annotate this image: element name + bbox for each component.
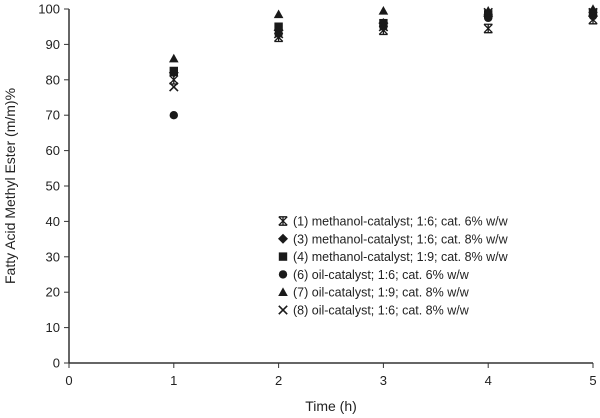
y-tick-label: 0 (53, 356, 60, 371)
legend-marker-diamond (278, 233, 288, 244)
data-point-square (274, 22, 283, 31)
y-tick-label: 100 (38, 2, 60, 17)
x-tick-label: 3 (380, 373, 387, 388)
data-point-triangle (378, 5, 389, 15)
legend-marker-triangle (278, 287, 288, 297)
x-axis-title: Time (h) (305, 398, 357, 414)
data-point-triangle (169, 53, 179, 63)
chart-ticks: 0 10 20 30 40 50 60 70 80 90 100 0 1 2 3 4 5 (38, 2, 596, 389)
y-tick-label: 10 (46, 320, 60, 335)
legend-label: (1) methanol-catalyst; 1:6; cat. 6% w/w (293, 215, 509, 229)
legend-label: (3) methanol-catalyst; 1:6; cat. 8% w/w (293, 232, 509, 246)
legend-label: (7) oil-catalyst; 1:9; cat. 8% w/w (293, 286, 470, 300)
x-tick-label: 5 (589, 373, 596, 388)
y-tick-label: 20 (46, 285, 60, 300)
x-tick-label: 0 (65, 373, 72, 388)
x-tick-label: 2 (275, 373, 282, 388)
legend-marker-asterisk (278, 216, 288, 226)
x-tick-label: 1 (170, 373, 177, 388)
y-tick-label: 30 (46, 249, 60, 264)
y-tick-label: 90 (46, 37, 60, 52)
data-point-asterisk (483, 23, 493, 34)
data-point-triangle (483, 5, 493, 15)
y-tick-label: 40 (46, 214, 60, 229)
data-point-x (483, 7, 493, 18)
data-point-x (378, 21, 389, 32)
legend-marker-circle (278, 270, 288, 279)
legend-marker-x (278, 305, 288, 315)
x-tick-label: 4 (485, 373, 492, 388)
data-point-x (169, 82, 179, 92)
legend-label: (8) oil-catalyst; 1:6; cat. 8% w/w (293, 304, 470, 318)
y-tick-label: 70 (46, 108, 60, 123)
y-tick-label: 80 (46, 72, 60, 87)
data-point-x (588, 7, 598, 18)
legend-label: (6) oil-catalyst; 1:6; cat. 6% w/w (293, 268, 470, 282)
legend-marker-square (278, 252, 288, 261)
data-point-triangle (273, 9, 284, 19)
chart-legend: (1) methanol-catalyst; 1:6; cat. 6% w/w (… (278, 215, 509, 318)
y-tick-label: 60 (46, 143, 60, 158)
y-tick-label: 50 (46, 179, 60, 194)
legend-label: (4) methanol-catalyst; 1:9; cat. 8% w/w (293, 250, 509, 264)
data-point-x (273, 29, 284, 39)
data-point-square (169, 66, 178, 76)
chart-points (168, 4, 598, 120)
data-point-circle (169, 111, 178, 120)
y-axis-title: Fatty Acid Methyl Ester (m/m)% (2, 88, 18, 284)
